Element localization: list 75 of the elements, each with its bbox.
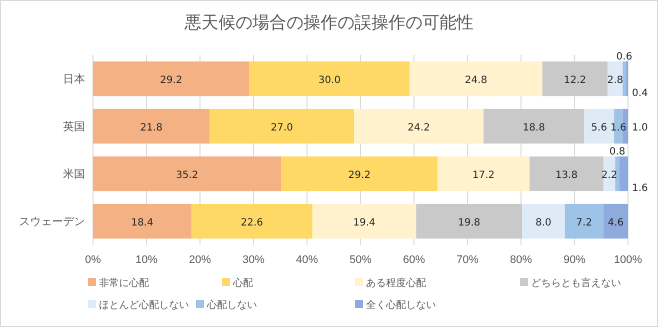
bar	[312, 204, 416, 239]
bar	[603, 156, 616, 192]
bar	[249, 61, 410, 96]
bar	[603, 204, 628, 239]
legend-label: ある程度心配	[366, 277, 426, 289]
x-tick-label: 70%	[456, 254, 479, 266]
data-label: 4.6	[608, 217, 624, 228]
bar	[522, 204, 565, 239]
y-tick-label: 英国	[63, 120, 85, 133]
data-label: 5.6	[591, 122, 608, 134]
data-label: 22.6	[240, 217, 264, 228]
data-label: 24.2	[408, 122, 430, 134]
data-label: 1.6	[610, 122, 626, 134]
data-label: 12.2	[564, 74, 586, 86]
data-label: 0.6	[616, 51, 632, 62]
data-label: 0.8	[609, 146, 626, 158]
bar	[619, 156, 628, 192]
data-label: 0.4	[632, 88, 648, 100]
legend-label: 心配しない	[206, 299, 257, 311]
data-label: 29.2	[348, 170, 371, 181]
x-tick-label: 60%	[402, 254, 426, 266]
x-tick-label: 50%	[349, 254, 372, 266]
data-label: 29.2	[160, 74, 182, 86]
x-tick-label: 40%	[296, 254, 318, 266]
bar	[615, 156, 620, 192]
data-label: 24.8	[464, 74, 488, 86]
y-tick-label: 米国	[63, 167, 85, 180]
data-label: 18.4	[131, 217, 154, 228]
bar	[564, 204, 604, 239]
legend-label: 非常に心配	[99, 277, 149, 289]
data-label: 17.2	[472, 170, 495, 181]
bar	[210, 108, 354, 144]
x-tick-label: 30%	[242, 254, 265, 266]
x-tick-label: 100%	[614, 254, 642, 266]
bar	[93, 108, 210, 144]
data-label: 19.4	[353, 217, 376, 228]
bar	[93, 204, 192, 239]
x-tick-label: 10%	[135, 254, 158, 266]
data-label: 19.8	[458, 217, 480, 228]
data-label: 27.0	[270, 122, 293, 134]
legend-label: 心配	[232, 277, 253, 289]
data-label: 30.0	[318, 74, 341, 86]
bar	[622, 61, 626, 96]
data-label: 18.8	[522, 122, 545, 134]
data-label: 35.2	[176, 170, 198, 181]
x-tick-label: 80%	[510, 254, 532, 266]
chart-title: 悪天候の場合の操作の誤操作の可能性	[184, 13, 474, 33]
data-label: 7.2	[576, 217, 592, 228]
data-label: 2.8	[607, 74, 624, 86]
x-tick-label: 90%	[563, 254, 586, 266]
bar	[93, 156, 282, 192]
bar	[410, 61, 542, 96]
x-tick-label: 0%	[85, 254, 102, 266]
data-label: 1.6	[632, 183, 648, 194]
data-label: 13.8	[555, 170, 578, 181]
bar	[281, 156, 438, 192]
bar	[416, 204, 522, 239]
legend-label: 全く心配しない	[366, 299, 436, 311]
bar	[191, 204, 312, 239]
data-label: 2.2	[601, 170, 618, 181]
data-label: 21.8	[140, 122, 162, 134]
bar	[93, 61, 250, 96]
bar	[438, 156, 530, 192]
legend-label: どちらとも言えない	[531, 277, 621, 289]
y-tick-label: 日本	[63, 72, 85, 86]
legend-label: ほとんど心配しない	[99, 299, 189, 311]
x-tick-label: 20%	[188, 254, 212, 266]
bar	[484, 108, 584, 144]
bar	[608, 61, 623, 96]
bar	[530, 156, 604, 192]
data-label: 8.0	[536, 217, 552, 228]
bar	[354, 108, 484, 144]
data-label: 1.0	[632, 122, 648, 134]
bar	[542, 61, 608, 96]
y-tick-label: スウェーデン	[19, 216, 85, 228]
